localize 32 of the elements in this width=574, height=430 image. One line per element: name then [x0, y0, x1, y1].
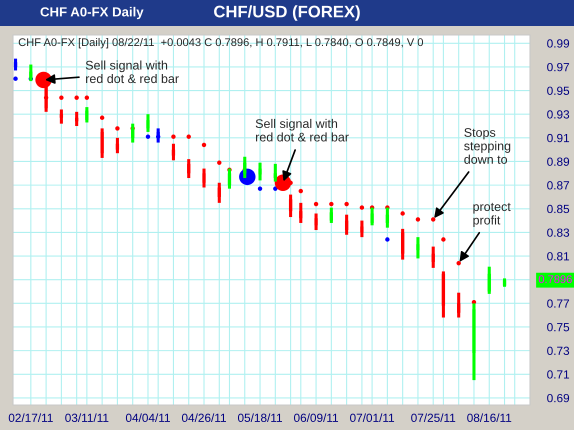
chart-subtitle: CHF A0-FX [Daily] 08/22/11 +0.0043 C 0.7896, H 0.7911, L 0.7840, O 0.7849, V 0	[18, 38, 424, 48]
x-tick-label: 08/16/11	[467, 413, 512, 422]
x-tick-label: 07/01/11	[350, 413, 394, 422]
y-tick-label: 0.97	[547, 62, 570, 72]
annotation: Sell signal with red dot & red bar	[86, 60, 179, 84]
x-tick-label: 05/18/11	[238, 413, 282, 422]
y-tick-label: 0.85	[547, 204, 570, 214]
x-tick-label: 04/04/11	[126, 413, 170, 422]
x-tick-label: 04/26/11	[182, 413, 226, 422]
text: 0.7896	[538, 275, 572, 284]
text: CHF A0-FX Daily	[40, 6, 144, 20]
y-tick-label: 0.93	[547, 110, 570, 119]
y-tick-label: 0.89	[547, 158, 570, 166]
annotation: Sell signal with red dot & red bar	[256, 118, 349, 142]
y-tick-label: 0.71	[547, 370, 570, 379]
y-tick-label: 0.95	[547, 86, 570, 95]
y-tick-label: 0.99	[547, 39, 570, 48]
y-tick-label: 0.73	[547, 346, 570, 356]
y-tick-label: 0.69	[547, 394, 570, 402]
x-tick-label: 03/11/11	[65, 413, 108, 422]
annotation: protect profit	[473, 202, 511, 228]
y-tick-label: 0.91	[547, 134, 570, 142]
x-tick-label: 06/09/11	[294, 413, 338, 422]
y-tick-label: 0.87	[547, 181, 570, 190]
y-tick-label: 0.81	[547, 252, 570, 260]
chart-title: CHF/USD (FOREX)	[214, 5, 360, 21]
x-tick-label: 07/25/11	[411, 413, 456, 422]
y-tick-label: 0.77	[547, 299, 570, 308]
annotation: Stops stepping down to	[464, 128, 510, 164]
y-tick-label: 0.75	[547, 323, 570, 332]
y-tick-label: 0.83	[547, 228, 570, 237]
x-tick-label: 02/17/11	[8, 413, 53, 422]
